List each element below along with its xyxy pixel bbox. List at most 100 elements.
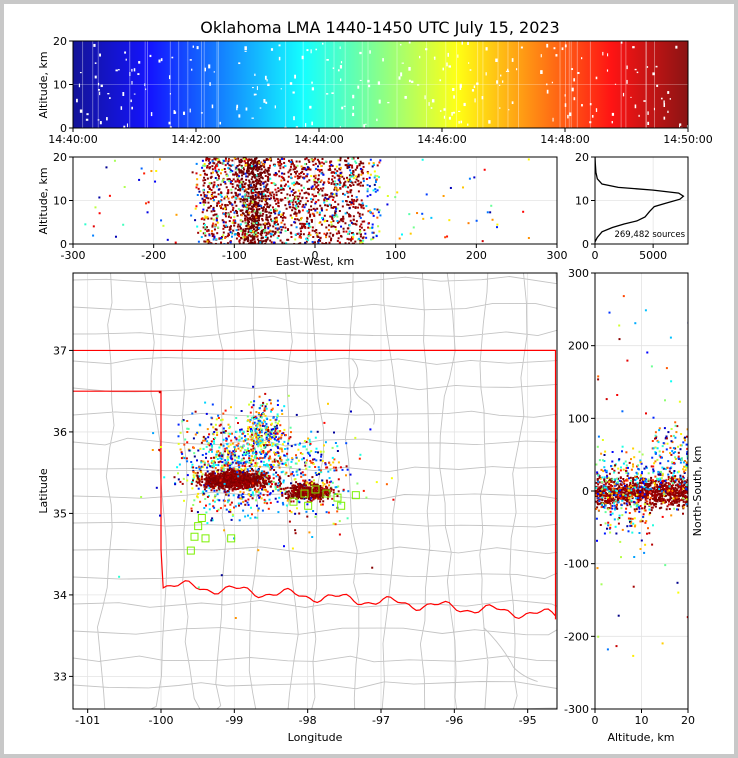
ew-source — [226, 242, 229, 244]
time-gap-speck — [589, 121, 592, 124]
map-source — [204, 401, 207, 404]
map-source — [198, 479, 201, 482]
map-source — [281, 450, 284, 453]
time-gap-speck — [442, 67, 444, 71]
ew-axis-tick: -200 — [141, 249, 166, 262]
ew-source — [352, 222, 355, 225]
map-source — [209, 485, 212, 488]
ew-source — [347, 203, 350, 206]
map-source — [227, 432, 230, 435]
map-source — [200, 484, 203, 487]
map-source — [265, 425, 268, 428]
map-source — [261, 457, 264, 460]
ew-source — [283, 216, 286, 219]
ew-source — [174, 241, 177, 244]
map-source — [290, 431, 292, 434]
ew-source — [292, 188, 295, 191]
map-source — [205, 412, 208, 415]
ew-source — [211, 225, 214, 228]
ew-source — [211, 235, 214, 238]
map-source — [285, 504, 288, 507]
ew-source — [254, 213, 257, 216]
ew-source — [255, 217, 258, 220]
ew-source — [225, 195, 228, 198]
map-source — [254, 480, 257, 483]
map-source — [246, 415, 249, 418]
ew-source — [260, 206, 263, 209]
time-gap-speck — [416, 84, 420, 86]
ew-source — [298, 219, 301, 222]
ew-source — [398, 237, 401, 240]
ew-source — [307, 211, 310, 214]
ew-source — [273, 193, 276, 196]
map-source — [212, 475, 215, 478]
ew-source — [284, 226, 287, 229]
ew-source — [268, 231, 271, 234]
map-source — [267, 471, 270, 474]
ew-source — [252, 205, 255, 208]
map-source — [263, 456, 266, 459]
ew-source — [266, 238, 269, 241]
ew-source — [338, 183, 341, 186]
map-source — [255, 475, 258, 478]
ew-source — [252, 228, 255, 231]
map-source — [328, 481, 331, 484]
time-gap-speck — [236, 106, 238, 111]
map-source — [260, 472, 263, 474]
ew-source — [302, 203, 305, 206]
ew-source — [361, 213, 364, 216]
map-source — [259, 414, 262, 417]
map-source — [244, 439, 247, 442]
time-gap-speck — [430, 107, 433, 109]
ew-source — [238, 179, 241, 182]
map-source — [239, 428, 242, 431]
ew-source — [354, 160, 357, 163]
ew-source — [295, 196, 298, 199]
map-source — [282, 479, 285, 482]
ew-source — [320, 164, 323, 167]
time-gap-speck — [552, 117, 554, 122]
map-source — [272, 481, 275, 483]
ew-source — [222, 207, 225, 210]
ew-source — [335, 214, 338, 217]
ew-altitude-axis-tick: 20 — [53, 151, 67, 164]
ew-source — [260, 195, 263, 198]
map-source — [181, 482, 184, 485]
ew-source — [254, 231, 257, 234]
time-gap-speck — [611, 112, 615, 116]
ew-source — [357, 173, 360, 176]
ew-source — [287, 175, 290, 178]
map-source — [268, 459, 270, 462]
map-source — [254, 455, 257, 458]
map-source — [209, 448, 212, 451]
map-source — [214, 437, 217, 440]
ew-source — [224, 221, 227, 224]
map-source — [218, 454, 221, 457]
map-source — [227, 485, 230, 488]
map-source — [275, 439, 278, 442]
ew-source — [247, 234, 250, 237]
ew-source — [262, 193, 265, 196]
ew-source — [265, 158, 268, 161]
time-gap-speck — [447, 52, 449, 57]
map-source — [211, 466, 214, 469]
ew-source — [317, 199, 320, 202]
ew-source — [373, 176, 376, 179]
map-source — [288, 437, 291, 440]
map-source — [258, 407, 261, 410]
map-source — [277, 440, 280, 443]
time-gap-speck — [460, 120, 463, 124]
ew-source — [362, 239, 365, 242]
map-source — [177, 435, 180, 438]
map-source — [314, 436, 317, 439]
ew-source — [250, 165, 253, 168]
ew-source — [234, 200, 237, 203]
map-source — [179, 431, 182, 434]
ew-source — [206, 191, 209, 194]
time-gap-speck — [117, 69, 120, 71]
ew-source — [315, 167, 318, 170]
map-source — [248, 485, 251, 488]
map-source — [252, 476, 255, 479]
map-source — [268, 480, 270, 483]
ew-source — [322, 162, 325, 165]
